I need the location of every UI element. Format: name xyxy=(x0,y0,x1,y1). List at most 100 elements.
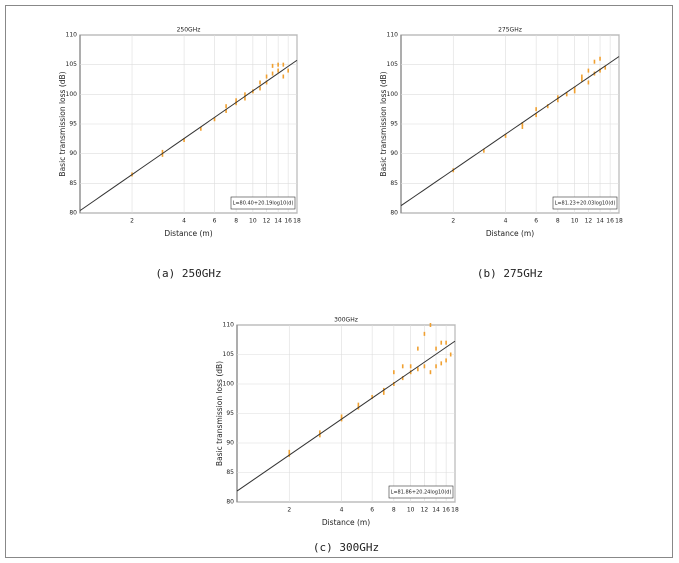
point xyxy=(371,394,373,399)
point xyxy=(417,346,419,351)
y-tick-label: 100 xyxy=(66,91,78,98)
x-tick-label: 16 xyxy=(442,507,450,514)
point xyxy=(271,63,274,68)
legend-box xyxy=(552,196,618,210)
y-tick-label: 110 xyxy=(223,322,235,329)
point xyxy=(521,122,524,126)
point xyxy=(259,86,261,91)
y-tick-label: 110 xyxy=(387,32,399,39)
point xyxy=(277,62,279,67)
point xyxy=(277,68,279,73)
point xyxy=(587,68,590,73)
y-tick-label: 80 xyxy=(226,499,234,506)
point xyxy=(265,74,268,79)
y-tick-label: 85 xyxy=(226,469,234,476)
point xyxy=(565,92,568,97)
point xyxy=(393,382,395,386)
y-tick-label: 85 xyxy=(390,180,398,187)
point xyxy=(244,96,246,101)
point xyxy=(282,62,285,67)
point xyxy=(429,323,432,327)
y-tick-label: 90 xyxy=(390,150,398,157)
point xyxy=(593,59,596,64)
point xyxy=(319,430,321,435)
x-tick-label: 16 xyxy=(606,218,614,225)
x-axis-label: Distance (m) xyxy=(322,518,370,527)
y-axis-label: Basic transmission loss (dB) xyxy=(379,71,388,176)
legend-box xyxy=(388,485,454,499)
point xyxy=(581,77,583,82)
point xyxy=(599,68,601,73)
point xyxy=(521,124,524,129)
point xyxy=(573,89,576,94)
point xyxy=(504,133,507,138)
point xyxy=(423,331,426,336)
x-tick-label: 2 xyxy=(451,218,455,225)
y-tick-label: 85 xyxy=(69,180,77,187)
x-tick-label: 2 xyxy=(130,218,134,225)
point xyxy=(401,376,404,381)
x-tick-label: 2 xyxy=(287,507,291,514)
x-tick-label: 8 xyxy=(392,507,396,514)
x-tick-label: 6 xyxy=(213,218,217,225)
x-tick-label: 4 xyxy=(340,507,344,514)
point xyxy=(445,358,447,363)
point xyxy=(423,364,426,369)
point xyxy=(161,149,164,154)
y-axis-label: Basic transmission loss (dB) xyxy=(58,71,67,176)
point xyxy=(449,352,452,357)
point xyxy=(244,92,246,97)
y-tick-label: 100 xyxy=(223,381,235,388)
y-tick-label: 80 xyxy=(390,210,398,217)
x-tick-label: 6 xyxy=(534,218,538,225)
point xyxy=(440,361,443,366)
point xyxy=(483,148,485,153)
legend-label: L=81.86+20.24log10(d) xyxy=(391,490,452,496)
point xyxy=(235,98,237,103)
point xyxy=(225,104,227,109)
point xyxy=(282,74,285,79)
point xyxy=(535,113,537,118)
chart-title: 300GHz xyxy=(334,317,358,324)
point xyxy=(557,95,559,100)
x-tick-label: 6 xyxy=(370,507,374,514)
x-axis-label: Distance (m) xyxy=(486,229,534,238)
point xyxy=(319,433,321,438)
fit-line xyxy=(400,56,620,207)
legend-label: L=81.23+20.03log10(d) xyxy=(555,201,616,207)
x-tick-label: 14 xyxy=(432,507,440,514)
point xyxy=(393,370,395,375)
y-tick-label: 90 xyxy=(226,440,234,447)
y-tick-label: 110 xyxy=(66,32,78,39)
figure-border xyxy=(5,5,673,558)
point xyxy=(200,126,202,131)
point xyxy=(382,390,385,395)
y-tick-label: 95 xyxy=(390,121,398,128)
x-tick-label: 16 xyxy=(284,218,292,225)
point xyxy=(357,402,360,407)
x-tick-label: 8 xyxy=(234,218,238,225)
x-tick-label: 12 xyxy=(263,218,271,225)
point xyxy=(557,98,559,103)
point xyxy=(587,80,590,85)
point xyxy=(535,107,537,112)
y-tick-label: 100 xyxy=(387,91,399,98)
x-tick-label: 10 xyxy=(571,218,579,225)
x-tick-label: 18 xyxy=(615,218,623,225)
x-axis-label: Distance (m) xyxy=(164,229,212,238)
point xyxy=(429,370,432,375)
point xyxy=(573,86,576,91)
caption: (a) 250GHz xyxy=(155,267,221,280)
point xyxy=(581,74,583,79)
point xyxy=(225,108,227,113)
y-tick-label: 105 xyxy=(66,61,78,68)
point xyxy=(161,152,164,157)
point xyxy=(183,138,185,143)
point xyxy=(265,80,268,85)
x-tick-label: 10 xyxy=(407,507,415,514)
x-tick-label: 4 xyxy=(504,218,508,225)
y-tick-label: 80 xyxy=(69,210,77,217)
point xyxy=(401,364,404,369)
y-tick-label: 95 xyxy=(69,121,77,128)
